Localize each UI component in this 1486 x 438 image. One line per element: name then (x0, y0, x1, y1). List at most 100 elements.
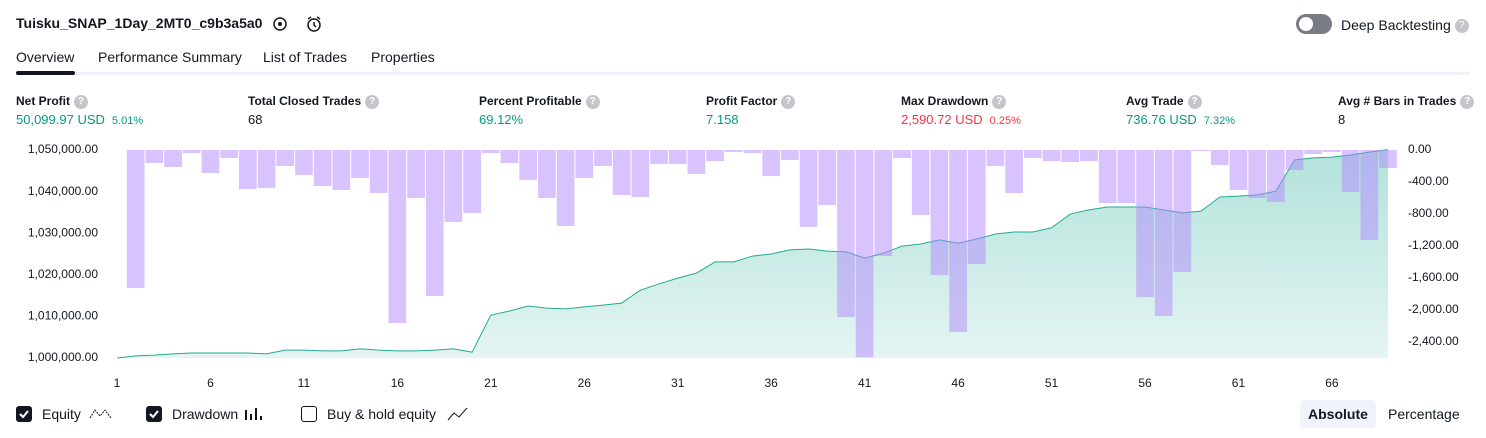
help[interactable]: ? (1454, 19, 1469, 34)
x-tick-label: 51 (1045, 376, 1059, 390)
y-tick-label: 1,040,000.00 (28, 184, 98, 198)
metric-label: Avg Trade? (1126, 94, 1202, 109)
x-tick-label: 1 (114, 376, 121, 390)
drawdown-bar (1341, 150, 1360, 192)
drawdown-bar (1117, 150, 1136, 204)
tab[interactable]: Overview (16, 49, 75, 65)
metric-value: 736.76 USD 7.32% (1126, 112, 1236, 127)
drawdown-bar (1061, 150, 1080, 162)
help[interactable]: ? (992, 94, 1007, 109)
drawdown-bar (706, 150, 724, 162)
drawdown-bar (126, 150, 145, 288)
drawdown-bar (1192, 150, 1210, 152)
checkbox[interactable] (301, 406, 317, 422)
x-tick-label: 11 (298, 376, 311, 390)
help[interactable]: ? (585, 94, 600, 109)
drawdown-bar (1005, 150, 1024, 194)
chart: 1,000,000.00 1,010,000.00 1,020,000.00 1,03… (28, 142, 1459, 390)
drawdown-bar (388, 150, 407, 324)
metric-label: Percent Profitable? (479, 94, 600, 109)
drawdown-bar (612, 150, 631, 196)
x-tick-label: 36 (765, 376, 779, 390)
drawdown-bar (1136, 150, 1154, 298)
x-tick-label: 46 (951, 376, 965, 390)
x-tick-label: 21 (484, 376, 498, 390)
drawdown-bar (1154, 150, 1173, 316)
drawdown-bar (220, 150, 238, 158)
x-tick-label: 6 (207, 376, 214, 390)
metric-label: Profit Factor? (706, 94, 796, 109)
x-tick-label: 41 (858, 376, 872, 390)
metric-value: 2,590.72 USD 0.25% (901, 112, 1021, 127)
metric-percent: 0.25% (989, 115, 1021, 127)
drawdown-bar (967, 150, 986, 264)
drawdown-bar (650, 150, 668, 164)
legend-label: Equity (42, 406, 81, 422)
header-icons[interactable] (270, 14, 330, 34)
mode-button[interactable]: Absolute (1300, 400, 1376, 428)
drawdown-bar (949, 150, 967, 332)
drawdown-bar (295, 150, 313, 176)
x-tick-label: 31 (671, 376, 685, 390)
help[interactable]: ? (365, 94, 380, 109)
drawdown-bar (762, 150, 781, 176)
tab[interactable]: Properties (371, 49, 435, 65)
help[interactable]: ? (781, 94, 796, 109)
drawdown-bar (425, 150, 444, 296)
drawdown-bar (1173, 150, 1192, 272)
tab[interactable]: Performance Summary (98, 49, 242, 65)
y2-tick-label: 0.00 (1408, 142, 1432, 156)
y2-tick-label: -2,400.00 (1408, 334, 1459, 348)
drawdown-bar (668, 150, 687, 164)
strategy-title: Tuisku_SNAP_1Day_2MT0_c9b3a5a0 (16, 15, 263, 31)
metric-value: 69.12% (479, 112, 524, 127)
drawdown-bar (837, 150, 855, 318)
drawdown-bar (781, 150, 799, 160)
drawdown-bar (1323, 150, 1341, 152)
tab[interactable]: List of Trades (263, 49, 348, 65)
drawdown-bar (874, 150, 893, 256)
drawdown-bar (1248, 150, 1267, 198)
drawdown-bar (145, 150, 164, 164)
drawdown-bar (1080, 150, 1098, 162)
drawdown-bar (351, 150, 369, 178)
equity-area (117, 149, 1388, 358)
metric-percent: 7.32% (1203, 115, 1236, 127)
drawdown-bar (332, 150, 351, 190)
help[interactable]: ? (1187, 94, 1202, 109)
label: Deep Backtesting (1341, 17, 1451, 33)
metric-label: Total Closed Trades? (248, 94, 380, 109)
drawdown-bar (500, 150, 519, 164)
drawdown-bar (724, 150, 743, 152)
drawdown-bar (369, 150, 388, 194)
y-tick-label: 1,020,000.00 (28, 267, 98, 281)
checkbox[interactable] (16, 406, 32, 422)
drawdown-bar (238, 150, 257, 190)
metric-value: 50,099.97 USD 5.01% (16, 112, 144, 127)
drawdown-bar (1267, 150, 1285, 202)
help[interactable]: ? (74, 94, 88, 109)
help[interactable]: ? (1460, 94, 1475, 109)
drawdown-bar (1360, 150, 1379, 240)
drawdown-bar (1285, 150, 1304, 170)
toggle[interactable] (1296, 14, 1332, 34)
mode-button[interactable]: Percentage (1388, 406, 1460, 422)
metric-label: Avg # Bars in Trades? (1338, 94, 1475, 109)
drawdown-bar (855, 150, 874, 358)
legend-label: Drawdown (172, 406, 239, 422)
drawdown-bar (182, 150, 201, 154)
check (19, 410, 29, 419)
checkbox[interactable] (146, 406, 162, 422)
drawdown-bar (1304, 150, 1323, 154)
check (149, 410, 159, 419)
y2-tick-label: -400.00 (1408, 174, 1449, 188)
x-tick-label: 26 (578, 376, 592, 390)
drawdown-bar (687, 150, 706, 174)
x-tick-label: 16 (391, 376, 405, 390)
drawdown-bar (911, 150, 930, 216)
drawdown-bar (519, 150, 538, 180)
drawdown-bar (743, 150, 762, 154)
drawdown-bar (201, 150, 220, 174)
y2-tick-label: -2,000.00 (1408, 302, 1459, 316)
x-tick-label: 61 (1232, 376, 1246, 390)
